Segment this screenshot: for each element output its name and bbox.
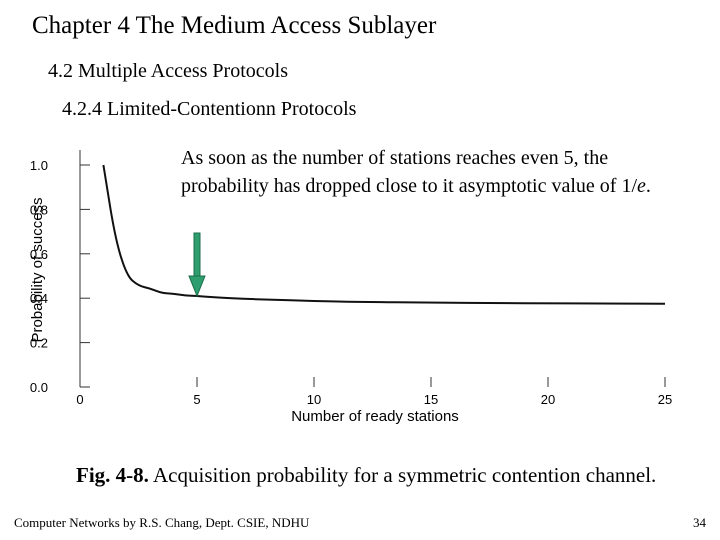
- caption-text: Acquisition probability for a symmetric …: [148, 463, 657, 487]
- y-tick-label: 1.0: [30, 158, 48, 173]
- y-tick-label: 0.2: [30, 336, 48, 351]
- page-number: 34: [693, 515, 706, 530]
- y-tick-label: 0.0: [30, 380, 48, 395]
- annotation-note: As soon as the number of stations reache…: [181, 144, 681, 200]
- down-arrow-icon: [188, 232, 206, 298]
- series-line: [102, 164, 666, 305]
- chart-axes: 0.0 0.2 0.4 0.6 0.8 1.0 0 5 10 15 20 25: [30, 150, 672, 407]
- slide-title: Chapter 4 The Medium Access Sublayer: [32, 12, 437, 39]
- x-tick-label: 5: [193, 392, 200, 407]
- y-tick-label: 0.6: [30, 247, 48, 262]
- x-tick-label: 25: [658, 392, 672, 407]
- arrow-head: [188, 275, 206, 298]
- figure-number: Fig. 4-8.: [76, 463, 149, 487]
- x-tick-label: 0: [76, 392, 83, 407]
- y-tick-label: 0.8: [30, 202, 48, 217]
- x-tick-label: 15: [424, 392, 438, 407]
- y-tick-label: 0.4: [30, 291, 48, 306]
- footer-credit: Computer Networks by R.S. Chang, Dept. C…: [14, 515, 310, 530]
- annotation-end: .: [645, 175, 651, 197]
- annotation-italic-e: e: [637, 175, 646, 197]
- x-axis-label: Number of ready stations: [291, 408, 459, 425]
- annotation-text: As soon as the number of stations reache…: [181, 147, 638, 197]
- subsection-heading: 4.2.4 Limited-Contentionn Protocols: [62, 98, 357, 120]
- chart-marks: [102, 164, 666, 305]
- figure-caption: Fig. 4-8. Acquisition probability for a …: [76, 461, 656, 489]
- x-tick-label: 20: [541, 392, 555, 407]
- y-axis-label: Probability of success: [29, 197, 46, 342]
- section-heading: 4.2 Multiple Access Protocols: [48, 60, 288, 82]
- x-tick-label: 10: [307, 392, 321, 407]
- arrow-shaft: [193, 232, 201, 279]
